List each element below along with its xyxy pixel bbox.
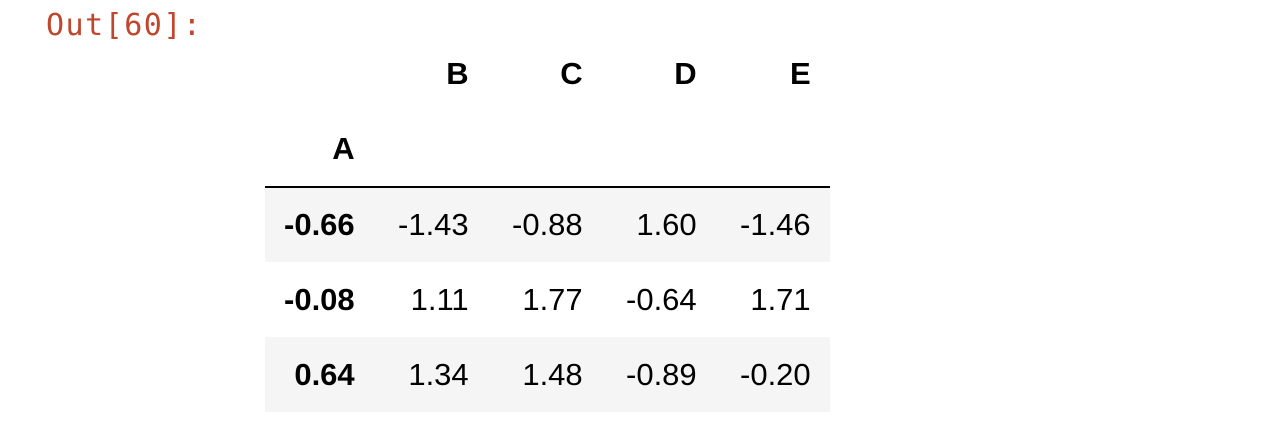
table-body: -0.66 -1.43 -0.88 1.60 -1.46 -0.08 1.11 … <box>265 187 830 412</box>
table-cell: -0.88 <box>512 207 583 242</box>
dataframe-table: B C D E A -0.66 -1.43 -0.88 1.60 -1.46 -… <box>265 36 830 412</box>
table-cell: 1.34 <box>408 356 469 392</box>
row-index: -0.08 <box>284 281 355 317</box>
index-name-row: A <box>265 112 830 188</box>
table-row: -0.08 1.11 1.77 -0.64 1.71 <box>265 262 830 337</box>
empty-header-cell <box>715 112 830 188</box>
table-cell: 1.77 <box>522 281 583 317</box>
index-name: A <box>265 112 374 188</box>
table-cell: 1.11 <box>410 281 469 317</box>
empty-header-cell <box>601 112 716 188</box>
table-cell: -0.20 <box>740 356 811 392</box>
table-cell: 1.60 <box>636 207 697 242</box>
column-header-b: B <box>446 56 469 91</box>
table-row: 0.64 1.34 1.48 -0.89 -0.20 <box>265 337 830 412</box>
column-header-row: B C D E <box>265 36 830 112</box>
output-prompt: Out[60]: <box>46 8 203 43</box>
empty-header-cell <box>373 112 488 188</box>
table-header: B C D E A <box>265 36 830 188</box>
table-cell: -0.64 <box>626 281 697 317</box>
empty-header-cell <box>487 112 602 188</box>
column-header-c: C <box>560 56 583 91</box>
column-header-e: E <box>789 56 811 91</box>
table-cell: -1.46 <box>740 207 811 242</box>
row-index: 0.64 <box>294 356 355 392</box>
table-row: -0.66 -1.43 -0.88 1.60 -1.46 <box>265 187 830 262</box>
corner-cell <box>265 36 374 112</box>
table-cell: -0.89 <box>626 356 697 392</box>
table-cell: 1.48 <box>522 356 583 392</box>
row-index: -0.66 <box>284 207 355 242</box>
table-cell: -1.43 <box>398 207 469 242</box>
column-header-d: D <box>674 56 697 91</box>
table-cell: 1.71 <box>750 281 811 317</box>
